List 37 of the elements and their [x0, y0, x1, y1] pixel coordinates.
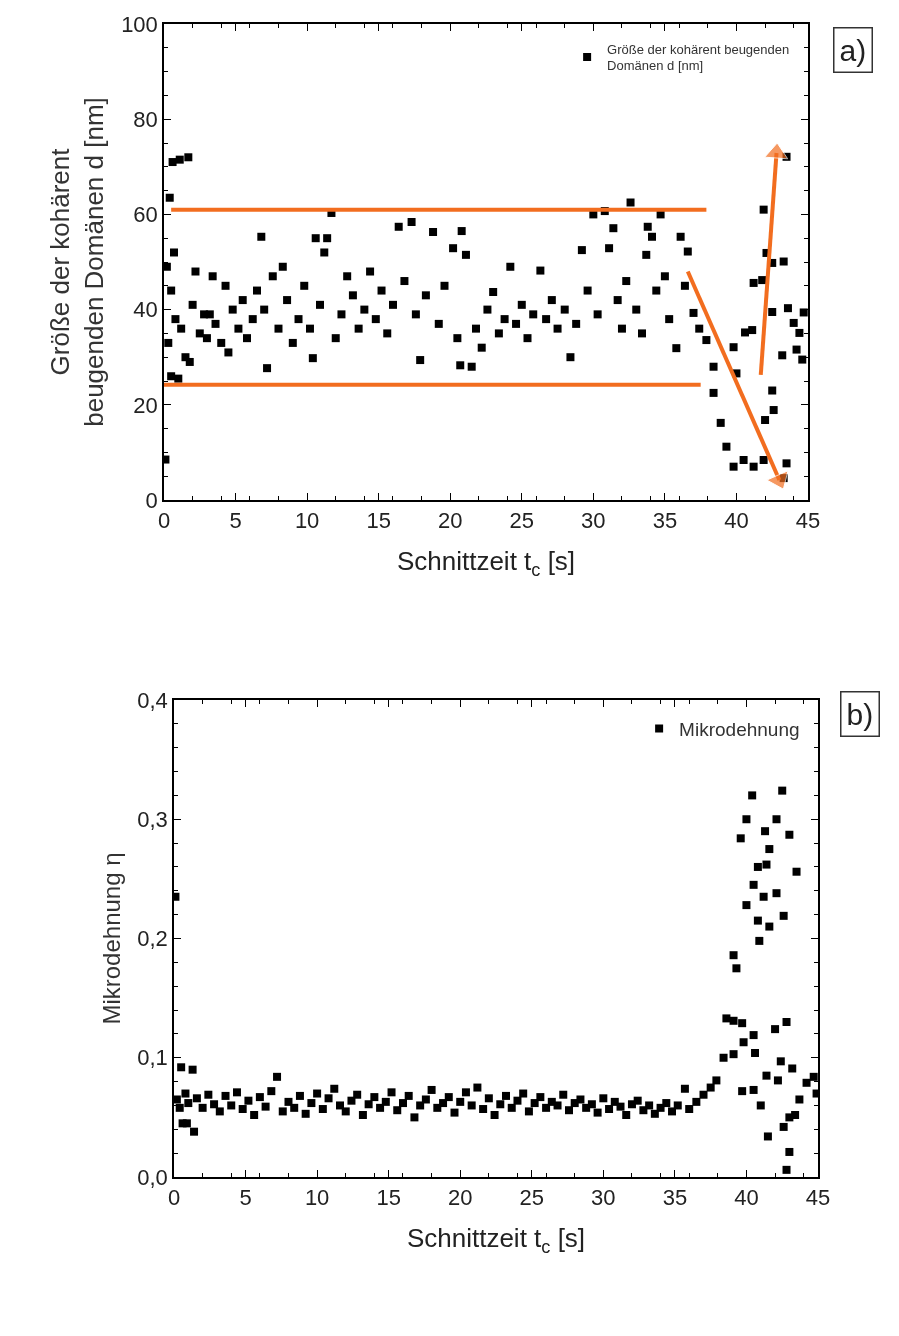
x-tick-label: 5	[229, 508, 242, 534]
y-tick-label: 0,3	[137, 806, 168, 832]
y-tick-label: 0,2	[137, 926, 168, 952]
x-tick-label: 35	[662, 1185, 688, 1211]
x-tick-label: 40	[724, 508, 749, 534]
x-tick-label: 45	[795, 508, 821, 534]
y-tick-label: 80	[133, 106, 158, 132]
x-tick-label: 15	[366, 508, 391, 534]
x-tick-label: 25	[509, 508, 535, 534]
y-tick-label: 0,4	[137, 687, 168, 713]
x-tick-label: 5	[239, 1185, 252, 1211]
legend-label: Größe der kohärent beugenden Domänen d [nm]	[607, 41, 790, 74]
x-axis-title: Schnittzeit t$_{c}$ [s]	[406, 1223, 586, 1257]
y-tick-label: 0,1	[137, 1045, 168, 1071]
text: b)	[846, 697, 874, 731]
x-tick-label: 10	[304, 1185, 330, 1211]
x-tick-label: 35	[652, 508, 678, 534]
y-tick-label: 40	[133, 297, 158, 323]
x-tick-label: 15	[376, 1185, 401, 1211]
x-tick-label: 20	[447, 1185, 473, 1211]
y-tick-label: 20	[133, 392, 158, 418]
text: a)	[839, 33, 867, 67]
x-tick-label: 20	[437, 508, 463, 534]
x-axis-title: Schnittzeit t$_{c}$ [s]	[396, 546, 576, 580]
x-tick-label: 45	[805, 1185, 831, 1211]
x-tick-label: 25	[519, 1185, 545, 1211]
x-tick-label: 30	[591, 1185, 616, 1211]
x-tick-label: 40	[734, 1185, 759, 1211]
x-tick-label: 10	[294, 508, 320, 534]
y-axis-title: Mikrodehnung η	[97, 852, 125, 1025]
y-axis-title: Größe der kohärent beugenden Domänen d [nm]	[45, 97, 110, 427]
legend-label: Mikrodehnung	[679, 718, 800, 740]
x-tick-label: 30	[581, 508, 606, 534]
y-tick-label: 0	[145, 487, 158, 513]
y-tick-label: 100	[121, 11, 158, 37]
y-tick-label: 0,0	[137, 1164, 168, 1190]
y-tick-label: 60	[133, 202, 158, 228]
